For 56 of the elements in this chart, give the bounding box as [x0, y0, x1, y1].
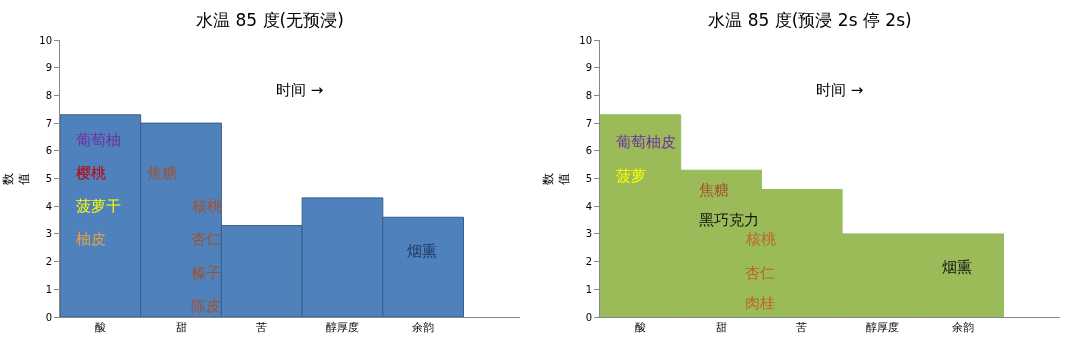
x-tick-label: 苦	[796, 321, 808, 335]
x-tick-label: 酸	[634, 321, 646, 335]
y-tick-label: 8	[585, 89, 592, 101]
y-tick-label: 7	[585, 117, 592, 129]
y-tick-label: 5	[45, 173, 52, 184]
annotation: 榛子	[191, 264, 221, 282]
x-tick-label: 余韵	[412, 321, 435, 335]
annotation: 肉桂	[745, 294, 775, 312]
x-tick-label: 余韵	[952, 321, 975, 335]
annotation: 葡萄柚	[76, 131, 121, 149]
y-tick-label: 1	[585, 283, 592, 295]
x-tick-label: 醇厚度	[325, 321, 359, 335]
x-tick-label: 甜	[175, 321, 187, 335]
y-tick-label: 5	[585, 173, 592, 184]
y-tick-label: 10	[39, 34, 52, 46]
y-tick-label: 4	[585, 200, 592, 212]
annotation: 烟熏	[942, 258, 972, 276]
y-tick-label: 1	[45, 283, 52, 295]
y-tick-label: 2	[585, 256, 592, 268]
annotation: 杏仁	[745, 264, 775, 282]
annotation: 焦糖	[699, 181, 729, 199]
annotation: 焦糖	[147, 164, 177, 182]
y-tick-label: 0	[45, 311, 52, 323]
annotation: 菠萝	[616, 167, 646, 185]
annotation: 核桃	[191, 197, 222, 215]
annotation: 黑巧克力	[699, 211, 759, 229]
y-tick-label: 2	[45, 256, 52, 268]
chart-title: 水温 85 度(无预浸)	[196, 10, 344, 31]
y-tick-label: 8	[45, 89, 52, 101]
annotation: 杏仁	[191, 230, 221, 248]
x-tick-label: 甜	[715, 321, 727, 335]
y-axis-title: 数值	[0, 172, 31, 185]
y-tick-label: 9	[45, 62, 52, 74]
chart-title: 水温 85 度(预浸 2s 停 2s)	[708, 10, 912, 31]
y-tick-label: 3	[45, 228, 52, 240]
y-tick-label: 6	[585, 145, 592, 157]
y-tick-label: 3	[585, 228, 592, 240]
annotation: 樱桃	[76, 164, 106, 182]
y-tick-label: 4	[45, 200, 52, 212]
annotation: 葡萄柚皮	[616, 133, 676, 151]
annotation: 菠萝干	[76, 197, 121, 215]
annotation: 核桃	[745, 230, 776, 248]
y-tick-label: 0	[585, 311, 592, 323]
y-tick-label: 6	[45, 145, 52, 157]
annotation: 柚皮	[76, 230, 106, 248]
y-tick-label: 9	[585, 62, 592, 74]
y-tick-label: 7	[45, 117, 52, 129]
annotation: 陈皮	[191, 297, 221, 315]
y-axis-title: 数值	[540, 172, 571, 185]
y-tick-label: 10	[579, 34, 592, 46]
annotation: 时间 →	[276, 81, 324, 99]
x-tick-label: 酸	[94, 321, 106, 335]
x-tick-label: 醇厚度	[865, 321, 899, 335]
annotation: 时间 →	[816, 81, 864, 99]
x-tick-label: 苦	[256, 321, 268, 335]
annotation: 烟熏	[407, 242, 437, 260]
